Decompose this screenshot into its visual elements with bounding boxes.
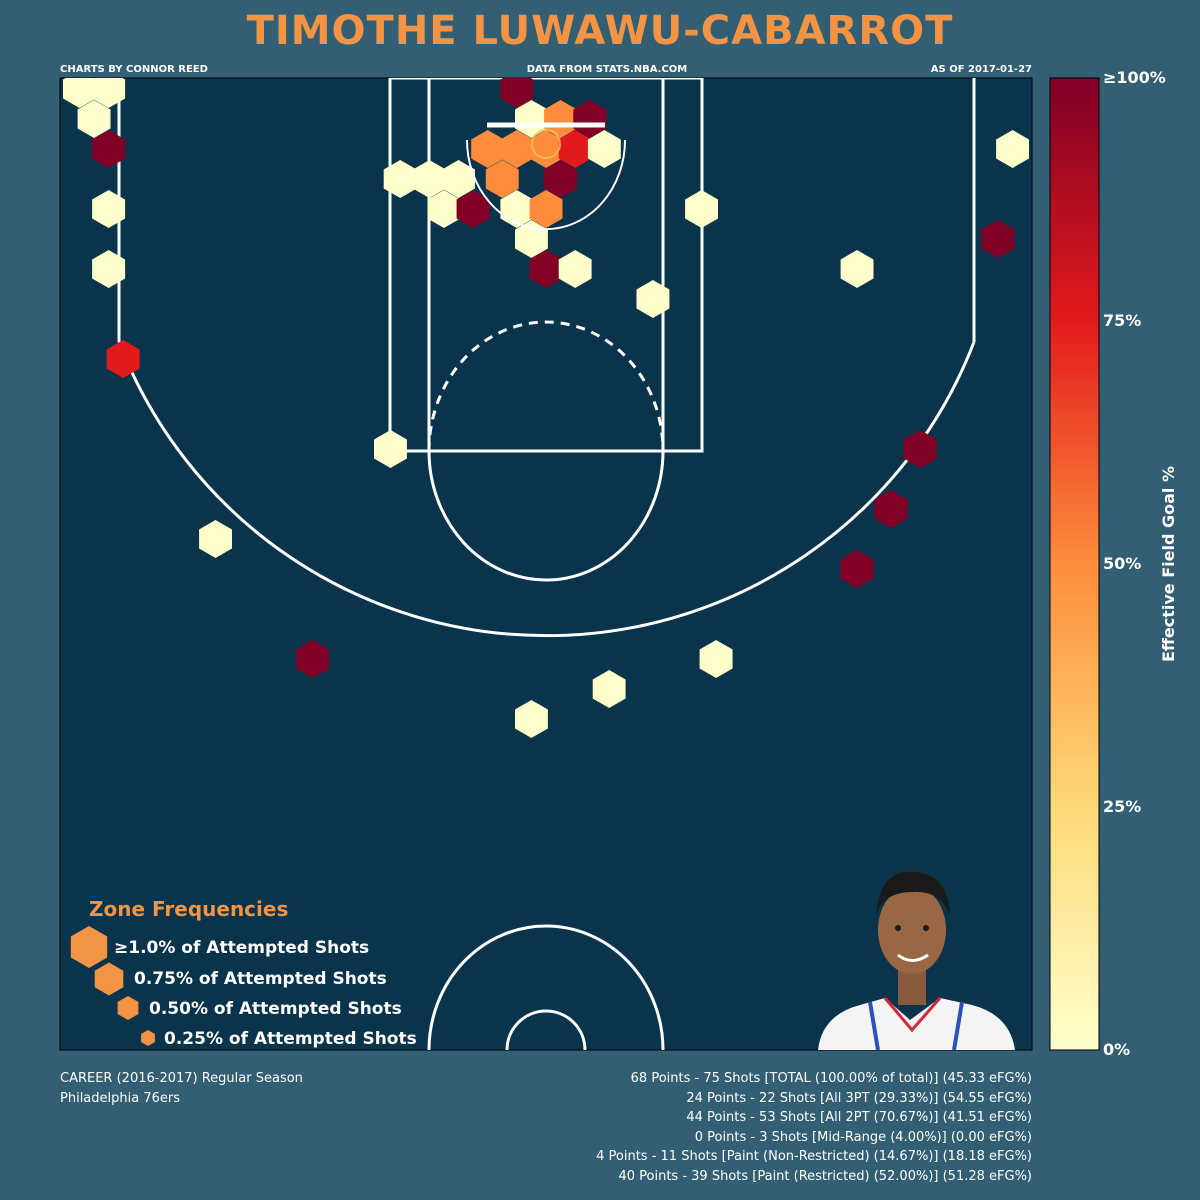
- colorbar-tick-100: ≥100%: [1103, 68, 1166, 87]
- shot-hex-20: [544, 160, 577, 198]
- shot-hex-13: [529, 130, 563, 168]
- shot-hex-15: [587, 130, 621, 168]
- stat-mid-range: 0 Points - 3 Shots [Mid-Range (4.00%)] (…: [694, 1129, 1032, 1145]
- shot-hex-8: [515, 100, 548, 138]
- shot-hex-39: [903, 430, 937, 468]
- footer-left: CAREER (2016-2017) Regular Season Philad…: [60, 1069, 303, 1108]
- team-label: Philadelphia 76ers: [60, 1090, 180, 1106]
- shot-hex-10: [573, 100, 607, 138]
- shot-hex-24: [529, 190, 563, 228]
- footer-stats: 68 Points - 75 Shots [TOTAL (100.00% of …: [596, 1069, 1032, 1186]
- stat-paint-non-restricted: 4 Points - 11 Shots [Paint (Non-Restrict…: [596, 1149, 1032, 1164]
- shot-hex-4: [92, 190, 126, 228]
- shot-hex-6: [106, 340, 140, 378]
- restricted-area: [466, 139, 626, 231]
- zone-frequency-legend: Zone Frequencies ≥1.0% of Attempted Shot…: [70, 897, 417, 1049]
- headshot-icon: [818, 871, 1015, 1050]
- outer-paint: [388, 78, 704, 453]
- shot-hex-41: [840, 550, 874, 588]
- shot-hex-3: [92, 130, 126, 168]
- court-lines: [117, 78, 976, 1050]
- shot-hex-12: [500, 130, 534, 168]
- shot-hex-16: [383, 160, 417, 198]
- shot-hex-33: [515, 700, 548, 738]
- legend-hex-large: [70, 926, 108, 968]
- center-circle-outer: [427, 924, 665, 1050]
- shot-hex-2: [77, 100, 111, 138]
- free-throw-circle-top: [427, 320, 665, 452]
- hoop: [531, 129, 561, 159]
- colorbar-tick-75: 75%: [1103, 311, 1141, 330]
- colorbar-tick-0: 0%: [1103, 1040, 1130, 1059]
- shot-hex-17: [412, 160, 446, 198]
- shot-hex-32: [296, 640, 330, 678]
- colorbar-tick-25: 25%: [1103, 797, 1141, 816]
- basket: [466, 122, 626, 231]
- shot-hex-0: [63, 78, 96, 108]
- data-source: DATA FROM STATS.NBA.COM: [526, 64, 688, 75]
- shot-hex-1: [92, 78, 126, 108]
- three-point-arc: [117, 341, 976, 638]
- shot-hex-18: [442, 160, 475, 198]
- stat-3pt: 24 Points - 22 Shots [All 3PT (29.33%)] …: [686, 1090, 1032, 1106]
- legend-hex-tiny: [141, 1030, 155, 1046]
- stat-2pt: 44 Points - 53 Shots [All 2PT (70.67%)] …: [686, 1110, 1032, 1125]
- legend-item-1: ≥1.0% of Attempted Shots: [114, 938, 369, 958]
- shot-hex-35: [699, 640, 733, 678]
- shot-hex-36: [840, 250, 874, 288]
- shot-hex-38: [981, 220, 1015, 258]
- shot-hex-37: [996, 130, 1029, 168]
- shot-hex-29: [636, 280, 670, 318]
- shot-hex-40: [874, 490, 908, 528]
- as-of-date: AS OF 2017-01-27: [930, 64, 1032, 75]
- legend-title: Zone Frequencies: [89, 897, 288, 921]
- legend-item-3: 0.50% of Attempted Shots: [149, 999, 402, 1019]
- shot-hex-31: [199, 520, 232, 558]
- colorbar-ticks: 0% 25% 50% 75% ≥100%: [1103, 68, 1166, 1059]
- shot-hex-22: [456, 190, 490, 228]
- shot-hex-26: [529, 250, 563, 288]
- shot-hex-7: [500, 78, 534, 108]
- shot-hex-30: [374, 430, 407, 468]
- shot-hex-21: [427, 190, 461, 228]
- shot-hex-28: [685, 190, 718, 228]
- colorbar: [1049, 77, 1100, 1051]
- free-throw-circle-bottom: [427, 450, 665, 582]
- shot-hex-34: [592, 670, 626, 708]
- stat-total: 68 Points - 75 Shots [TOTAL (100.00% of …: [630, 1071, 1032, 1086]
- shot-hex-19: [485, 160, 519, 198]
- stat-paint-restricted: 40 Points - 39 Shots [Paint (Restricted)…: [618, 1168, 1032, 1184]
- shot-hex-9: [544, 100, 577, 138]
- shot-hex-11: [471, 130, 505, 168]
- colorbar-label: Effective Field Goal %: [1159, 466, 1178, 662]
- season-label: CAREER (2016-2017) Regular Season: [60, 1071, 303, 1086]
- legend-hex-small: [117, 996, 139, 1020]
- shot-hex-5: [92, 250, 126, 288]
- legend-item-2: 0.75% of Attempted Shots: [134, 969, 387, 989]
- colorbar-tick-50: 50%: [1103, 554, 1141, 573]
- legend-item-4: 0.25% of Attempted Shots: [164, 1029, 417, 1049]
- legend-hex-medium: [94, 962, 124, 996]
- page-title: TIMOTHE LUWAWU-CABARROT: [246, 8, 954, 54]
- center-circle-inner: [505, 1009, 587, 1050]
- shot-hexes: [63, 78, 1029, 738]
- shot-hex-14: [558, 130, 592, 168]
- chart-credit: CHARTS BY CONNOR REED: [60, 64, 208, 75]
- shot-hex-27: [558, 250, 592, 288]
